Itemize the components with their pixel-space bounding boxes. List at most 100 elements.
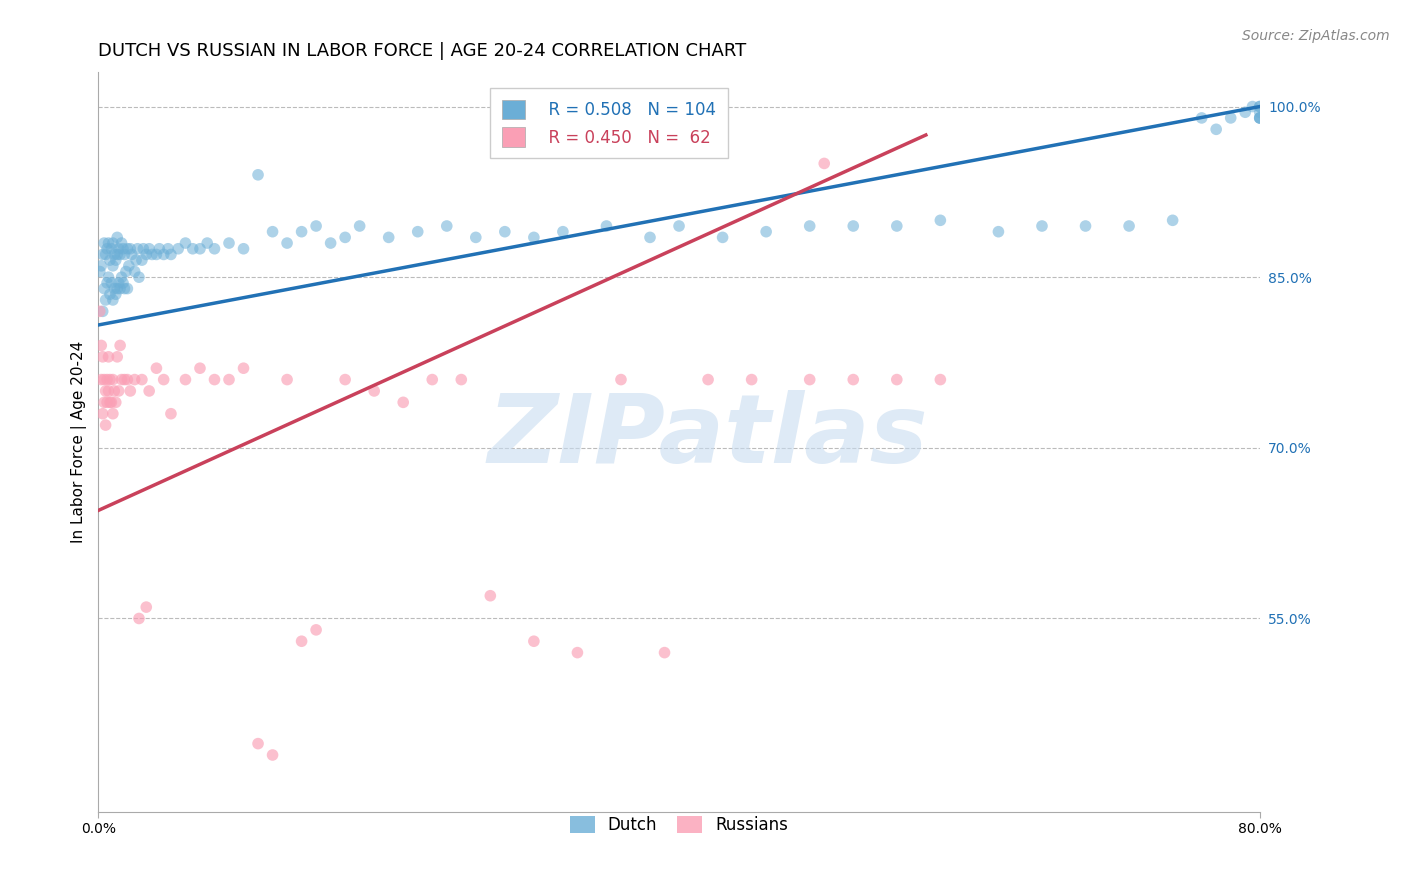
Point xyxy=(420,373,443,387)
Point xyxy=(101,235,124,250)
Point xyxy=(93,395,115,409)
Point xyxy=(127,242,149,256)
Text: Source: ZipAtlas.com: Source: ZipAtlas.com xyxy=(1241,29,1389,43)
Point xyxy=(929,213,952,227)
Point xyxy=(813,156,835,170)
Point xyxy=(174,235,197,250)
Point xyxy=(1249,111,1271,125)
Point xyxy=(120,384,142,398)
Point xyxy=(1241,99,1264,113)
Point xyxy=(91,304,114,318)
Point xyxy=(160,247,183,261)
Point xyxy=(103,384,125,398)
Point xyxy=(114,373,136,387)
Point xyxy=(120,242,142,256)
Legend: Dutch, Russians: Dutch, Russians xyxy=(560,806,799,844)
Point xyxy=(1249,111,1271,125)
Point xyxy=(145,361,167,376)
Point xyxy=(218,235,240,250)
Point xyxy=(1074,219,1097,233)
Point xyxy=(1161,213,1184,227)
Point xyxy=(218,373,240,387)
Point xyxy=(90,259,112,273)
Point xyxy=(93,373,115,387)
Point xyxy=(406,225,429,239)
Point xyxy=(842,219,865,233)
Point xyxy=(1118,219,1140,233)
Point xyxy=(138,384,160,398)
Point xyxy=(112,276,135,290)
Point xyxy=(567,646,589,660)
Point xyxy=(799,219,821,233)
Point xyxy=(96,373,118,387)
Point xyxy=(276,235,298,250)
Point xyxy=(195,235,218,250)
Point xyxy=(135,247,157,261)
Point xyxy=(132,242,155,256)
Point xyxy=(188,361,211,376)
Point xyxy=(138,242,160,256)
Point xyxy=(741,373,763,387)
Point xyxy=(232,242,254,256)
Point xyxy=(174,373,197,387)
Point xyxy=(98,373,121,387)
Point xyxy=(204,242,226,256)
Point xyxy=(104,287,127,301)
Point xyxy=(160,407,183,421)
Point xyxy=(131,373,153,387)
Point xyxy=(450,373,472,387)
Point xyxy=(107,242,129,256)
Point xyxy=(181,242,204,256)
Point xyxy=(152,247,174,261)
Point xyxy=(128,611,150,625)
Point xyxy=(1219,111,1241,125)
Point xyxy=(125,253,148,268)
Point xyxy=(145,247,167,261)
Point xyxy=(97,384,120,398)
Point xyxy=(479,589,502,603)
Point xyxy=(91,247,114,261)
Point xyxy=(110,270,132,285)
Point xyxy=(97,270,120,285)
Point xyxy=(96,395,118,409)
Y-axis label: In Labor Force | Age 20-24: In Labor Force | Age 20-24 xyxy=(72,341,87,543)
Point xyxy=(124,264,146,278)
Point xyxy=(115,264,138,278)
Point xyxy=(523,634,546,648)
Point xyxy=(107,384,129,398)
Point xyxy=(91,407,114,421)
Point xyxy=(101,373,124,387)
Point xyxy=(1249,99,1271,113)
Point xyxy=(135,600,157,615)
Point xyxy=(89,264,111,278)
Point xyxy=(100,276,122,290)
Point xyxy=(121,247,143,261)
Point xyxy=(377,230,399,244)
Point xyxy=(96,242,118,256)
Point xyxy=(886,373,908,387)
Point xyxy=(105,230,128,244)
Point xyxy=(131,253,153,268)
Point xyxy=(101,259,124,273)
Point xyxy=(799,373,821,387)
Point xyxy=(103,247,125,261)
Point xyxy=(349,219,371,233)
Point xyxy=(523,230,546,244)
Point xyxy=(94,418,117,433)
Point xyxy=(107,276,129,290)
Point xyxy=(108,247,131,261)
Point xyxy=(89,304,111,318)
Point xyxy=(117,373,139,387)
Point xyxy=(247,737,270,751)
Point xyxy=(291,225,314,239)
Point xyxy=(392,395,415,409)
Point xyxy=(91,350,114,364)
Point xyxy=(262,747,284,762)
Point xyxy=(105,282,128,296)
Point xyxy=(98,395,121,409)
Point xyxy=(1191,111,1213,125)
Point xyxy=(494,225,516,239)
Point xyxy=(262,225,284,239)
Point xyxy=(90,373,112,387)
Point xyxy=(152,373,174,387)
